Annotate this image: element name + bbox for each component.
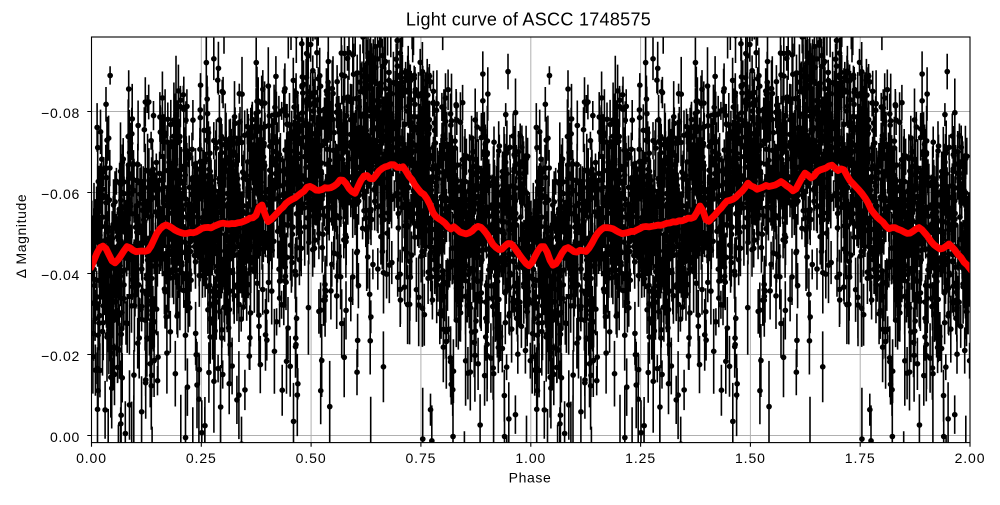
svg-text:Δ Magnitude: Δ Magnitude (13, 194, 29, 278)
svg-text:Light curve of ASCC 1748575: Light curve of ASCC 1748575 (406, 10, 651, 30)
svg-text:−0.06: −0.06 (41, 186, 80, 202)
svg-text:−0.08: −0.08 (41, 105, 80, 121)
svg-text:0.00: 0.00 (50, 429, 80, 445)
svg-text:Phase: Phase (509, 469, 552, 485)
svg-text:1.25: 1.25 (625, 450, 656, 466)
svg-text:−0.04: −0.04 (41, 267, 80, 283)
svg-text:1.75: 1.75 (845, 450, 876, 466)
svg-text:2.00: 2.00 (955, 450, 986, 466)
svg-text:1.00: 1.00 (515, 450, 546, 466)
svg-text:0.75: 0.75 (405, 450, 436, 466)
svg-text:−0.02: −0.02 (41, 348, 80, 364)
svg-text:0.50: 0.50 (296, 450, 327, 466)
svg-text:0.25: 0.25 (186, 450, 217, 466)
svg-text:0.00: 0.00 (76, 450, 107, 466)
svg-text:1.50: 1.50 (735, 450, 766, 466)
